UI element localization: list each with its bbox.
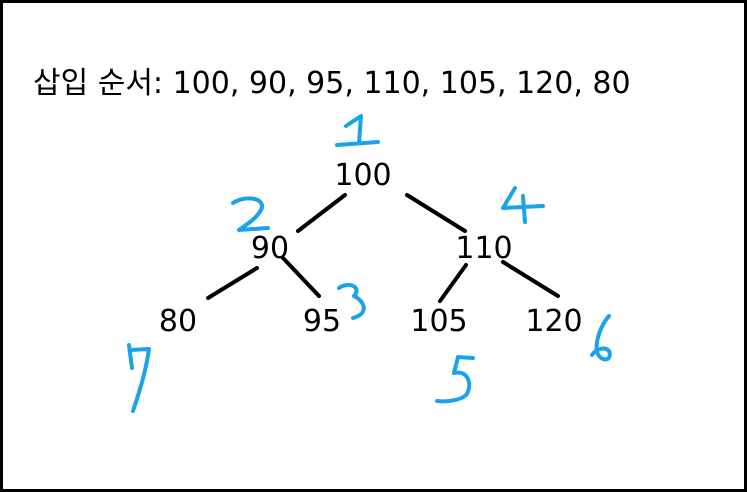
bst-diagram: 100 90 110 80 95 105 120	[127, 114, 612, 413]
edge-90-80	[206, 266, 259, 300]
edge-100-110	[405, 193, 467, 233]
insertion-mark-6	[590, 314, 612, 362]
tree-edges	[206, 193, 560, 303]
node-120: 120	[525, 304, 582, 339]
edge-110-105	[438, 263, 468, 303]
node-105: 105	[410, 304, 467, 339]
node-110: 110	[455, 231, 512, 266]
insertion-order-marks	[127, 114, 612, 413]
insertion-mark-3	[337, 283, 366, 320]
insertion-mark-4	[501, 186, 545, 224]
node-90: 90	[251, 231, 289, 266]
insertion-mark-2	[231, 196, 270, 232]
edge-90-95	[281, 256, 321, 298]
insertion-mark-1	[335, 114, 380, 147]
insertion-mark-5	[435, 355, 475, 404]
node-95: 95	[303, 304, 341, 339]
edge-110-120	[501, 260, 560, 298]
node-100: 100	[334, 158, 391, 193]
node-80: 80	[159, 304, 197, 339]
insertion-mark-7	[127, 343, 151, 413]
edge-100-90	[296, 193, 347, 233]
tree-nodes: 100 90 110 80 95 105 120	[159, 158, 583, 339]
insertion-order-title: 삽입 순서: 100, 90, 95, 110, 105, 120, 80	[33, 66, 631, 101]
